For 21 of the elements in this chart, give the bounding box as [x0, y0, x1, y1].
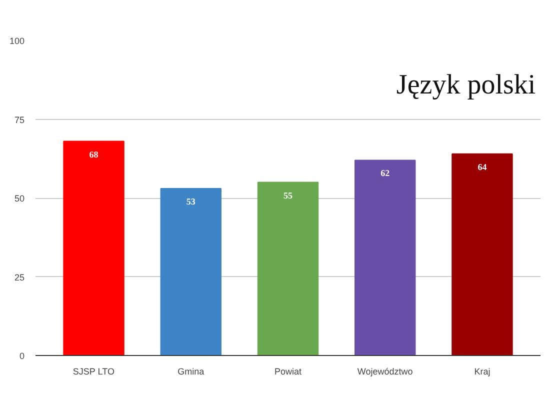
y-tick-label: 25: [14, 272, 25, 282]
y-tick-label: 75: [14, 114, 25, 125]
x-tick-label: SJSP LTO: [72, 366, 114, 376]
x-tick-label: Województwo: [357, 366, 413, 376]
data-label: 55: [284, 190, 293, 200]
y-tick-label: 100: [9, 36, 25, 46]
x-tick-label: Gmina: [178, 366, 204, 376]
data-label: 64: [478, 162, 488, 172]
y-tick-label: 50: [14, 194, 25, 204]
bar: [452, 153, 513, 356]
text: Język polski: [396, 70, 536, 100]
bar: [354, 160, 416, 356]
bar: [257, 182, 319, 356]
bar: [63, 140, 124, 356]
y-tick-label: 0: [19, 351, 25, 361]
x-tick-label: Powiat: [274, 366, 302, 376]
data-label: 68: [89, 149, 99, 160]
x-tick-label: Kraj: [474, 366, 490, 376]
bar: [160, 188, 222, 356]
data-label: 53: [186, 196, 196, 207]
data-label: 62: [380, 168, 390, 178]
